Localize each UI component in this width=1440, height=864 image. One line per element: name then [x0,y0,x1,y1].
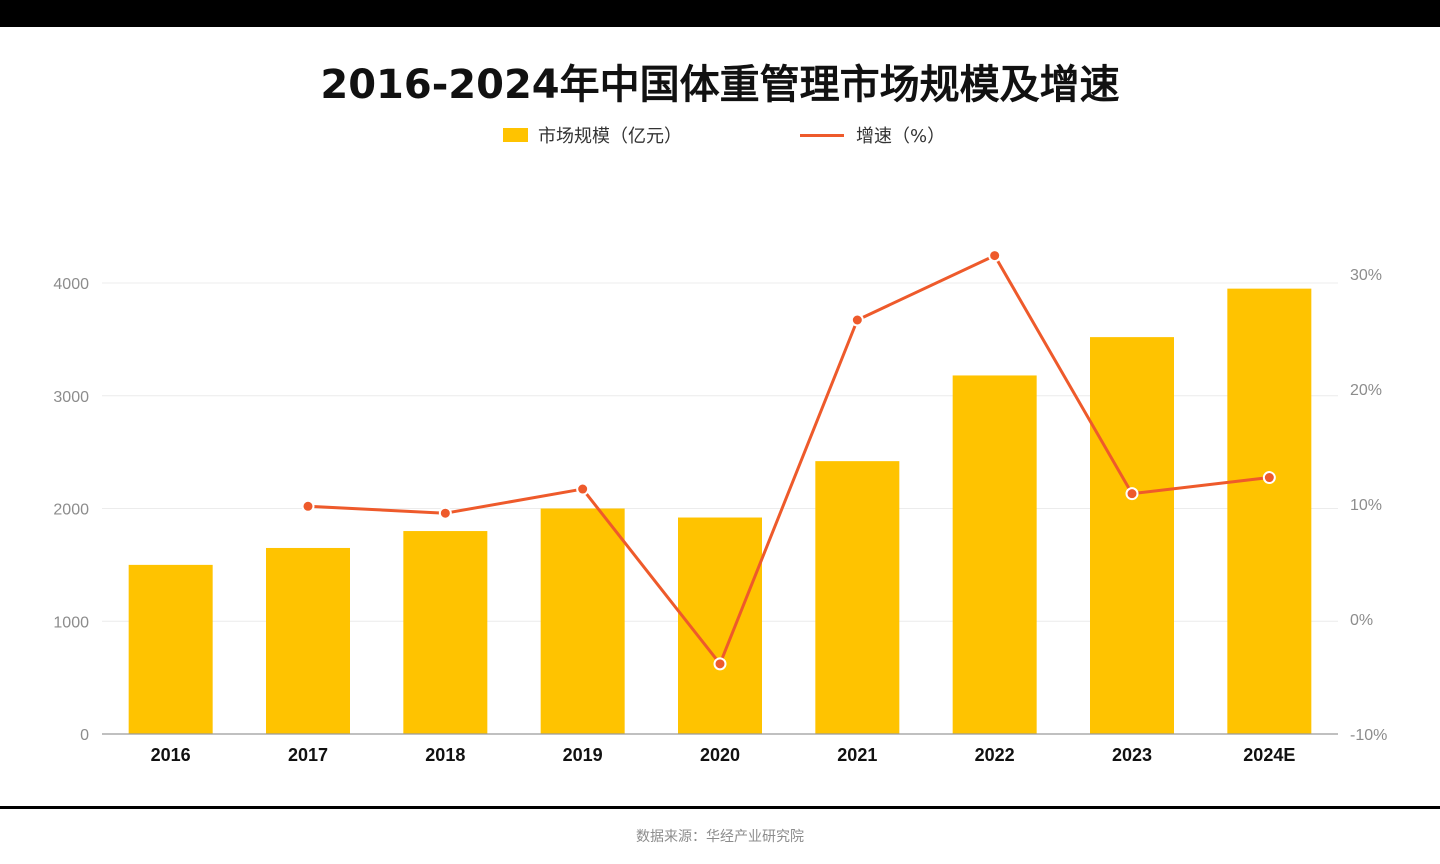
left-axis-tick-label: 3000 [53,389,89,406]
x-axis-tick-label: 2018 [425,745,465,765]
x-axis-tick-label: 2017 [288,745,328,765]
source-note: 数据来源：华经产业研究院 [636,829,804,845]
left-axis-tick-label: 4000 [53,276,89,293]
bar [815,461,900,734]
chart-title: 2016-2024年中国体重管理市场规模及增速 [320,62,1120,108]
top-border [0,0,1440,27]
x-axis-tick-label: 2016 [151,745,191,765]
bar [266,547,350,734]
right-axis-tick-label: 10% [1350,497,1382,514]
x-axis-tick-label: 2022 [975,745,1015,765]
right-axis-tick-label: 20% [1350,382,1382,399]
growth-rate-point [301,499,315,513]
left-axis-tick-label: 2000 [53,502,89,519]
growth-rate-point [988,249,1002,263]
legend-bar-swatch [503,128,528,142]
x-axis-tick-label: 2021 [837,745,877,765]
bar [952,375,1037,734]
bottom-rule [0,806,1440,809]
legend: 市场规模（亿元） 增速（%） [0,122,1440,148]
right-axis-tick-label: 0% [1350,612,1373,629]
right-axis-tick-label: -10% [1350,727,1387,744]
growth-rate-point [1262,471,1276,485]
left-axis-tick-label: 1000 [53,614,89,631]
x-axis-tick-label: 2023 [1112,745,1152,765]
left-axis-tick-label: 0 [80,727,89,744]
x-axis-tick-label: 2019 [563,745,603,765]
growth-rate-line [307,254,1270,666]
bar [128,564,213,734]
bar [540,508,625,734]
bar [678,517,762,734]
bar [403,531,488,734]
growth-rate-point [850,313,864,327]
growth-rate-point [576,482,590,496]
legend-label-market-size: 市场规模（亿元） [538,126,682,147]
x-axis-tick-label: 2020 [700,745,740,765]
bar [1227,288,1312,734]
bar [1090,337,1174,734]
legend-line-swatch [800,133,844,137]
growth-rate-point [713,657,727,671]
growth-rate-point [438,506,452,520]
right-axis-tick-label: 30% [1350,267,1382,284]
legend-item-market-size: 市场规模（亿元） [503,122,682,148]
x-axis-tick-label: 2024E [1243,745,1295,765]
legend-item-growth-rate: 增速（%） [800,122,945,148]
legend-label-growth-rate: 增速（%） [856,126,946,147]
growth-rate-point [1125,487,1139,501]
